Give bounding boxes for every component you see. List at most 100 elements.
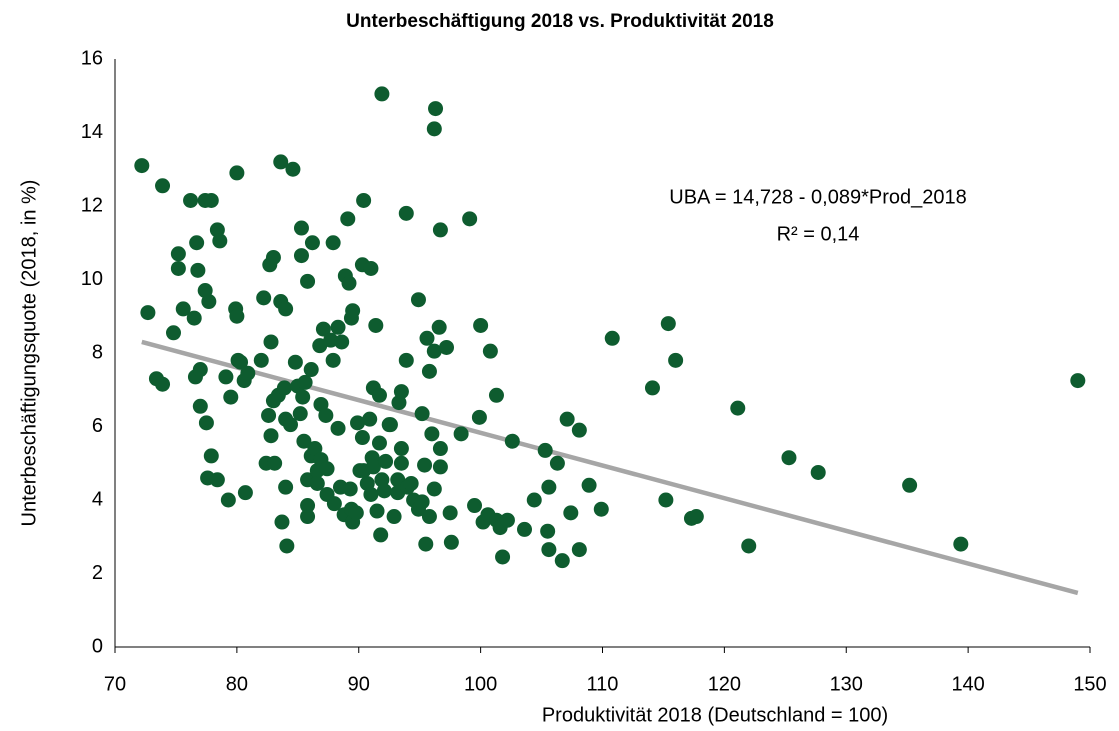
scatter-point: [274, 514, 290, 530]
scatter-point: [267, 455, 283, 471]
scatter-point: [278, 301, 294, 317]
scatter-point: [309, 475, 325, 491]
scatter-point: [563, 505, 579, 521]
x-tick-label: 150: [1073, 673, 1106, 695]
scatter-point: [363, 486, 379, 502]
scatter-point: [293, 248, 309, 264]
scatter-point: [781, 450, 797, 466]
scatter-point: [644, 380, 660, 396]
annotation: R² = 0,14: [777, 223, 860, 245]
scatter-point: [549, 455, 565, 471]
y-tick-label: 14: [81, 121, 103, 143]
scatter-point: [741, 538, 757, 554]
x-tick-label: 140: [951, 673, 984, 695]
x-tick-label: 130: [830, 673, 863, 695]
scatter-point: [356, 192, 372, 208]
x-tick-label: 70: [104, 673, 126, 695]
x-tick-label: 80: [226, 673, 248, 695]
scatter-point: [326, 496, 342, 512]
y-tick-label: 8: [92, 341, 103, 363]
scatter-point: [170, 260, 186, 276]
scatter-point: [190, 262, 206, 278]
scatter-point: [362, 411, 378, 427]
scatter-point: [166, 325, 181, 341]
x-tick-label: 120: [708, 673, 741, 695]
scatter-point: [495, 549, 511, 565]
scatter-point: [330, 319, 346, 335]
scatter-point: [559, 411, 575, 427]
scatter-point: [410, 292, 426, 308]
y-tick-label: 4: [92, 488, 103, 510]
scatter-point: [432, 222, 448, 238]
x-axis-label: Produktivität 2018 (Deutschland = 100): [542, 704, 888, 726]
scatter-point: [419, 330, 435, 346]
scatter-point: [287, 354, 303, 370]
scatter-point: [155, 376, 171, 392]
scatter-point: [307, 441, 323, 457]
scatter-point: [414, 406, 430, 422]
scatter-point: [203, 192, 219, 208]
scatter-point: [300, 273, 316, 289]
scatter-point: [660, 316, 676, 332]
scatter-point: [453, 426, 469, 442]
scatter-point: [443, 534, 459, 550]
scatter-point: [504, 433, 520, 449]
scatter-point: [192, 362, 208, 378]
scatter-point: [134, 158, 150, 174]
scatter-point: [175, 301, 191, 317]
scatter-point: [350, 415, 366, 431]
scatter-point: [432, 459, 448, 475]
scatter-point: [439, 339, 454, 355]
x-tick-label: 110: [587, 673, 619, 695]
scatter-point: [223, 389, 239, 405]
scatter-point: [296, 433, 312, 449]
scatter-point: [203, 448, 219, 464]
scatter-point: [189, 235, 205, 251]
y-tick-label: 16: [81, 47, 103, 69]
scatter-point: [155, 178, 171, 194]
scatter-point: [374, 86, 390, 102]
scatter-point: [810, 464, 826, 480]
scatter-point: [304, 235, 320, 251]
scatter-point: [218, 369, 234, 385]
scatter-point: [526, 492, 542, 508]
scatter-point: [902, 477, 918, 493]
scatter-point: [170, 246, 186, 262]
y-tick-label: 12: [81, 194, 103, 216]
scatter-point: [373, 527, 389, 543]
scatter-point: [365, 459, 381, 475]
scatter-point: [279, 538, 295, 554]
scatter-point: [471, 409, 487, 425]
scatter-point: [414, 494, 430, 510]
scatter-point: [297, 374, 313, 390]
scatter-point: [393, 441, 409, 457]
scatter-point: [253, 352, 269, 368]
scatter-point: [426, 343, 442, 359]
scatter-point: [330, 420, 346, 436]
scatter-point: [278, 479, 294, 495]
scatter-point: [368, 317, 384, 333]
scatter-point: [240, 365, 256, 381]
scatter-point: [571, 422, 587, 438]
scatter-point: [212, 233, 228, 249]
chart-title: Unterbeschäftigung 2018 vs. Produktivitä…: [346, 11, 774, 32]
scatter-point: [428, 101, 444, 117]
scatter-point: [953, 536, 969, 552]
scatter-point: [604, 330, 620, 346]
scatter-point: [1070, 373, 1086, 389]
y-tick-label: 2: [92, 562, 103, 584]
scatter-point: [403, 475, 419, 491]
scatter-point: [371, 435, 387, 451]
scatter-point: [426, 121, 442, 137]
scatter-point: [293, 220, 309, 236]
scatter-point: [261, 407, 277, 423]
scatter-point: [541, 542, 557, 558]
scatter-point: [345, 303, 361, 319]
scatter-point: [431, 319, 447, 335]
scatter-point: [334, 334, 350, 350]
scatter-point: [688, 509, 704, 525]
y-tick-label: 10: [81, 268, 103, 290]
scatter-point: [376, 483, 392, 499]
scatter-point: [140, 305, 156, 321]
